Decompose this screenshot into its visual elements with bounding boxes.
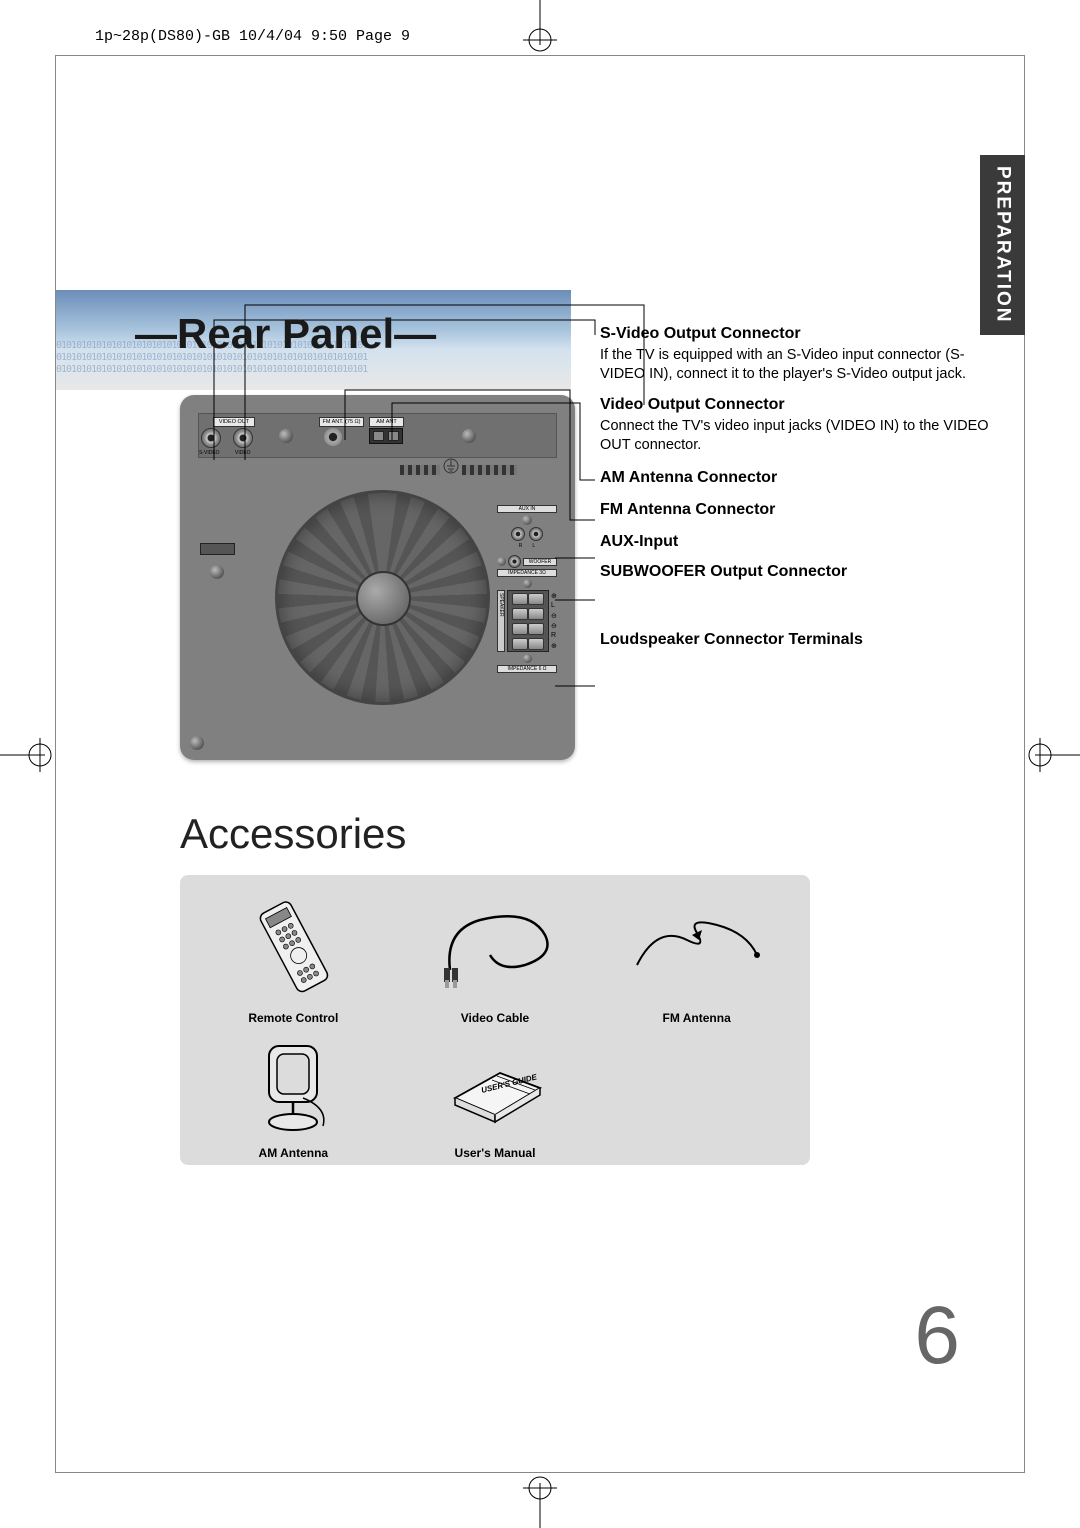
label-impedance-6: IMPEDANCE 6 Ω [497,665,557,673]
video-jack [233,428,253,448]
crop-mark-left [0,720,60,790]
section-title-rear-panel: —Rear Panel— [135,310,436,358]
accessory-users-manual: USER'S GUIDE User's Manual [397,1030,594,1160]
label-aux-in: AUX IN [497,505,557,513]
label-aux-r: R [519,543,523,549]
label-impedance-3: IMPEDANCE 3Ω [497,569,557,577]
svideo-jack [201,428,221,448]
woofer-jack [508,555,521,568]
label-speaker: SPEAKER [497,590,505,652]
accessory-fm-antenna: FM Antenna [598,885,795,1025]
page-border [55,55,1025,1473]
label-video: VIDEO [235,450,251,456]
fm-antenna-icon [627,905,767,985]
h-fm-ant: FM Antenna Connector [600,501,990,519]
connector-descriptions: S-Video Output Connector If the TV is eq… [600,325,990,661]
accessory-label: Remote Control [248,1011,338,1025]
aux-l-jack [529,527,543,541]
accessory-label: FM Antenna [663,1011,731,1025]
h-sub: SUBWOOFER Output Connector [600,563,990,581]
aux-r-jack [511,527,525,541]
label-spk-l: L [551,602,557,609]
speaker-terminals [507,590,549,652]
ground-symbol [442,457,460,475]
fm-connector [324,428,342,446]
label-fm-ant: FM ANT. (75 Ω) [319,417,364,427]
accessory-label: Video Cable [461,1011,529,1025]
page-number: 6 [914,1289,960,1383]
accessory-am-antenna: AM Antenna [195,1030,392,1160]
serial-plate [200,543,235,555]
binary-decor: 0101010101010101010101010101010101010101… [56,364,571,375]
h-spk: Loudspeaker Connector Terminals [600,631,990,649]
label-woofer: WOOFER [523,558,557,566]
fan-grill [275,490,490,705]
video-cable-icon [430,900,560,990]
am-connector [369,428,403,444]
label-spk-r: R [551,632,557,639]
accessories-box: Remote Control Video Cable FM Antenna [180,875,810,1165]
crop-mark-right [1020,720,1080,790]
vent [400,465,440,475]
p-svideo: If the TV is equipped with an S-Video in… [600,346,990,384]
accessory-label: AM Antenna [259,1146,329,1160]
section-title-accessories: Accessories [180,810,406,858]
crop-mark-top [505,0,575,60]
p-video: Connect the TV's video input jacks (VIDE… [600,417,990,455]
remote-icon [248,895,338,995]
crop-mark-bottom [505,1468,575,1528]
accessory-label: User's Manual [455,1146,536,1160]
h-aux: AUX-Input [600,533,990,551]
label-svideo: S-VIDEO [199,450,220,456]
vent [462,465,517,475]
accessory-video-cable: Video Cable [397,885,594,1025]
print-header: 1p~28p(DS80)-GB 10/4/04 9:50 Page 9 [95,28,410,45]
fan-hub [356,571,411,626]
accessory-remote: Remote Control [195,885,392,1025]
manual-icon: USER'S GUIDE [440,1043,550,1128]
am-antenna-icon [243,1038,343,1133]
h-am-ant: AM Antenna Connector [600,469,990,487]
device-top-strip: VIDEO OUT S-VIDEO VIDEO FM ANT. (75 Ω) A… [198,413,557,458]
label-aux-l: L [532,543,535,549]
section-tab-preparation: PREPARATION [980,155,1025,335]
label-am-ant: AM ANT [369,417,404,427]
h-svideo: S-Video Output Connector [600,325,990,343]
side-connector-panel: AUX IN R L WOOFER IMPEDANCE 3Ω SPEAKER [497,505,557,730]
h-video: Video Output Connector [600,396,990,414]
device-rear-panel: VIDEO OUT S-VIDEO VIDEO FM ANT. (75 Ω) A… [180,395,575,760]
label-video-out: VIDEO OUT [213,417,255,427]
